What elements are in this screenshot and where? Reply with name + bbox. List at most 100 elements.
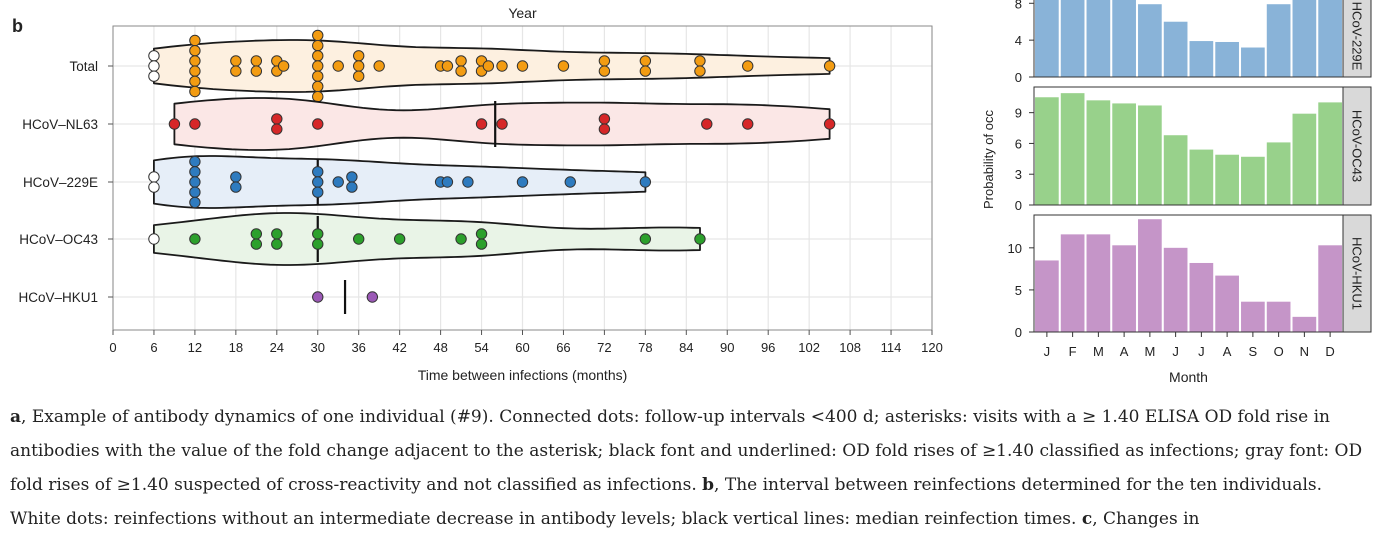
data-point xyxy=(250,65,263,77)
bar xyxy=(1215,154,1239,205)
data-point xyxy=(271,113,283,125)
x-tick-label: 114 xyxy=(881,340,902,355)
data-point xyxy=(598,55,611,67)
y-tick-label: 0 xyxy=(1015,325,1022,340)
data-point xyxy=(393,233,406,245)
bar xyxy=(1189,262,1214,332)
data-point xyxy=(639,65,652,77)
facet-strip xyxy=(1342,0,1372,78)
month-label: S xyxy=(1249,344,1258,359)
violin-shape xyxy=(153,212,701,266)
bar xyxy=(1215,275,1239,332)
y-tick-label: 8 xyxy=(1015,0,1022,11)
bar xyxy=(1292,0,1317,77)
facet-label: HCoV-HKU1 xyxy=(1350,237,1365,310)
data-point xyxy=(189,233,201,245)
category-label: HCoV–HKU1 xyxy=(18,290,98,305)
data-point xyxy=(312,238,324,250)
bar xyxy=(1163,135,1188,205)
data-point xyxy=(189,65,201,77)
bar xyxy=(1266,142,1291,205)
bar xyxy=(1060,0,1085,77)
data-point xyxy=(230,55,242,67)
x-tick-label: 84 xyxy=(679,340,693,355)
data-point xyxy=(189,196,201,209)
data-point xyxy=(312,291,324,303)
bar xyxy=(1138,4,1162,77)
data-point xyxy=(496,118,508,130)
data-point xyxy=(189,45,201,57)
caption-text: , Example of antibody dynamics of one in… xyxy=(10,407,1363,495)
y-axis-label: Probability of occ xyxy=(981,110,996,209)
data-point xyxy=(353,70,365,82)
data-point xyxy=(189,118,201,130)
monthly-bar-charts: 0 4 8 HCoV-229E 0 3 6 9 HCoV-OC43 0 5 10 HCoV-HKU1 J F… xyxy=(981,0,1372,385)
bar xyxy=(1086,100,1111,205)
bar xyxy=(1035,0,1059,77)
bar xyxy=(1086,234,1111,332)
data-point xyxy=(312,29,324,42)
data-point xyxy=(189,85,201,98)
bar xyxy=(1060,93,1085,205)
y-tick-label: 9 xyxy=(1015,106,1022,121)
data-point xyxy=(189,166,201,178)
bar xyxy=(1163,21,1188,77)
bar-panel xyxy=(1034,215,1343,332)
data-point xyxy=(455,55,467,67)
data-point xyxy=(639,233,652,245)
panel-label: b xyxy=(12,16,23,36)
bar xyxy=(1292,316,1317,332)
x-axis-label: Time between infections (months) xyxy=(418,367,628,383)
x-tick-label: 102 xyxy=(798,340,820,355)
data-point xyxy=(441,176,454,188)
data-point xyxy=(332,60,344,72)
x-tick-label: 60 xyxy=(515,340,529,355)
caption-panel-letter: b xyxy=(702,475,715,495)
bar xyxy=(1189,41,1214,77)
data-point xyxy=(148,60,160,72)
data-point xyxy=(168,118,181,130)
data-point xyxy=(742,118,754,130)
data-point xyxy=(148,233,160,245)
x-tick-label: 120 xyxy=(921,340,943,355)
month-label: M xyxy=(1093,344,1104,359)
bar-series xyxy=(1035,0,1342,77)
bar xyxy=(1112,103,1136,205)
data-point xyxy=(742,60,754,72)
y-tick-label: 6 xyxy=(1015,136,1022,151)
bar xyxy=(1163,247,1188,332)
bar xyxy=(1035,260,1059,332)
y-tick-label: 4 xyxy=(1015,33,1022,48)
data-point xyxy=(312,39,324,52)
bar-series xyxy=(1035,93,1342,205)
month-label: A xyxy=(1120,344,1129,359)
y-tick-label: 0 xyxy=(1015,70,1022,85)
x-tick-label: 42 xyxy=(392,340,406,355)
month-label: A xyxy=(1223,344,1232,359)
data-point xyxy=(694,55,706,67)
data-point xyxy=(516,60,529,72)
bar xyxy=(1035,97,1059,205)
x-tick-label: 66 xyxy=(556,340,570,355)
caption-panel-letter: a xyxy=(10,407,22,427)
category-label: HCoV–NL63 xyxy=(22,117,98,132)
data-point xyxy=(148,50,160,62)
data-point xyxy=(701,118,713,130)
data-point xyxy=(462,176,474,188)
y-tick-label: 3 xyxy=(1015,167,1022,182)
month-label: O xyxy=(1274,344,1284,359)
bar xyxy=(1266,301,1291,332)
data-point xyxy=(823,118,836,130)
caption-text: , The interval between reinfections dete… xyxy=(10,475,1323,529)
month-label: J xyxy=(1172,344,1179,359)
data-point xyxy=(189,176,201,188)
y-tick-label: 10 xyxy=(1008,241,1022,256)
bar xyxy=(1189,149,1214,205)
month-label: J xyxy=(1198,344,1205,359)
data-point xyxy=(353,60,365,72)
data-point xyxy=(366,291,379,303)
caption-text: , Changes in xyxy=(1092,509,1200,529)
x-tick-label: 48 xyxy=(433,340,447,355)
bar xyxy=(1318,245,1342,332)
